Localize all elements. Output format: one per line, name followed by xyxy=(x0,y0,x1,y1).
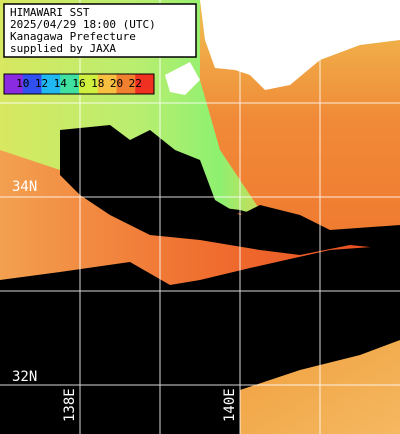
color-bar-segment xyxy=(97,74,117,94)
legend-label: 20 xyxy=(110,77,123,90)
color-bar-segment xyxy=(79,74,99,94)
lon-label: 140E xyxy=(222,388,238,422)
header-line: HIMAWARI SST xyxy=(10,6,90,19)
color-bar-segment xyxy=(22,74,42,94)
legend-label: 10 xyxy=(16,77,29,90)
legend-label: 12 xyxy=(35,77,48,90)
color-bar-segment xyxy=(116,74,136,94)
lat-label: 32N xyxy=(12,369,37,385)
header-line: supplied by JAXA xyxy=(10,42,116,55)
color-bar-segment xyxy=(4,74,24,94)
lon-label: 138E xyxy=(62,388,78,422)
lat-label: 34N xyxy=(12,179,37,195)
land xyxy=(165,62,200,95)
color-bar-segment xyxy=(60,74,80,94)
color-bar-segment xyxy=(135,74,155,94)
color-bar: 10 12 14 16 18 20 22 xyxy=(3,73,155,95)
mask xyxy=(60,125,400,255)
legend-label: 16 xyxy=(72,77,85,90)
mask-south xyxy=(0,250,400,434)
header-box xyxy=(3,3,197,58)
color-bar-frame xyxy=(3,73,155,95)
legend-label: 14 xyxy=(54,77,68,90)
legend-label: 18 xyxy=(91,77,104,90)
land xyxy=(200,0,400,90)
color-bar-segment xyxy=(41,74,61,94)
header-line: Kanagawa Prefecture xyxy=(10,30,136,43)
header-line: 2025/04/29 18:00 (UTC) xyxy=(10,18,156,31)
legend-label: 22 xyxy=(129,77,142,90)
